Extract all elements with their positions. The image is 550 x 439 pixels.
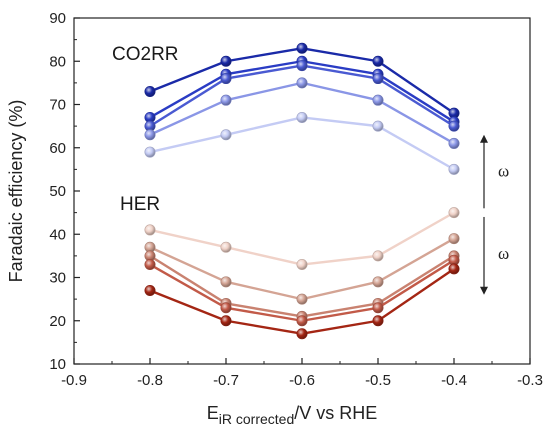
- x-tick-label: -0.6: [289, 372, 315, 389]
- up-arrowhead-icon: [480, 134, 488, 143]
- series-line: [149, 211, 455, 266]
- series-her-1: [144, 207, 460, 271]
- x-axis-title-subscript: iR corrected: [219, 411, 294, 427]
- data-point: [144, 86, 156, 98]
- y-tick-label: 10: [49, 356, 66, 373]
- x-tick-label: -0.8: [137, 372, 163, 389]
- omega-label: ω: [498, 162, 509, 181]
- data-point: [144, 129, 156, 141]
- series-co2rr-1: [144, 42, 460, 119]
- data-point: [372, 302, 384, 314]
- data-point: [220, 241, 232, 253]
- x-tick-label: -0.3: [517, 372, 543, 389]
- y-tick-label: 30: [49, 270, 66, 287]
- data-point: [372, 250, 384, 262]
- data-point: [144, 259, 156, 271]
- data-point: [372, 276, 384, 288]
- data-point: [296, 315, 308, 327]
- data-point: [296, 328, 308, 340]
- data-point: [220, 276, 232, 288]
- data-point: [220, 302, 232, 314]
- data-point: [448, 207, 460, 219]
- data-point: [144, 146, 156, 158]
- data-point: [144, 224, 156, 236]
- data-point: [372, 120, 384, 132]
- y-tick-label: 20: [49, 313, 66, 330]
- data-point: [220, 129, 232, 141]
- co2rr-label: CO2RR: [112, 44, 179, 65]
- x-tick-label: -0.7: [213, 372, 239, 389]
- data-point: [448, 137, 460, 149]
- y-tick-label: 80: [49, 53, 66, 70]
- x-axis-title-rest: /V vs RHE: [294, 403, 377, 423]
- data-point: [448, 263, 460, 275]
- data-point: [220, 55, 232, 67]
- data-point: [144, 284, 156, 296]
- omega-label: ω: [498, 244, 509, 263]
- y-tick-label: 90: [49, 10, 66, 27]
- annotation-layer: ωω: [480, 134, 509, 295]
- plot-layer: [144, 42, 460, 340]
- series-line: [149, 116, 455, 171]
- series-co2rr-3: [144, 60, 460, 132]
- down-arrowhead-icon: [480, 286, 488, 295]
- y-tick-label: 60: [49, 140, 66, 157]
- y-tick-label: 40: [49, 226, 66, 243]
- series-her-2: [144, 233, 460, 305]
- data-point: [296, 293, 308, 305]
- x-tick-label: -0.4: [441, 372, 467, 389]
- data-point: [296, 259, 308, 271]
- y-tick-label: 70: [49, 97, 66, 114]
- data-point: [372, 94, 384, 106]
- data-point: [296, 111, 308, 123]
- x-tick-label: -0.5: [365, 372, 391, 389]
- data-point: [448, 233, 460, 245]
- data-point: [296, 60, 308, 72]
- data-point: [220, 94, 232, 106]
- x-tick-label: -0.9: [61, 372, 87, 389]
- axis-layer: -0.9 -0.8 -0.7 -0.6 -0.5 -0.4 -0.3 10 20 30 40 50 60…: [49, 10, 543, 389]
- series-her-4: [144, 254, 460, 327]
- data-point: [220, 315, 232, 327]
- data-point: [448, 120, 460, 132]
- y-axis-title: Faradaic efficiency (%): [6, 100, 26, 283]
- y-tick-label: 50: [49, 183, 66, 200]
- series-co2rr-5: [144, 111, 460, 175]
- her-label: HER: [120, 194, 160, 215]
- data-point: [296, 77, 308, 89]
- data-point: [220, 73, 232, 85]
- data-point: [448, 163, 460, 175]
- data-point: [296, 42, 308, 54]
- data-point: [372, 73, 384, 85]
- x-axis-title: EiR corrected/V vs RHE: [207, 403, 378, 427]
- data-point: [372, 55, 384, 67]
- x-axis-title-main: E: [207, 403, 219, 423]
- series-her-5: [144, 263, 460, 340]
- series-co2rr-4: [144, 77, 460, 149]
- data-point: [372, 315, 384, 327]
